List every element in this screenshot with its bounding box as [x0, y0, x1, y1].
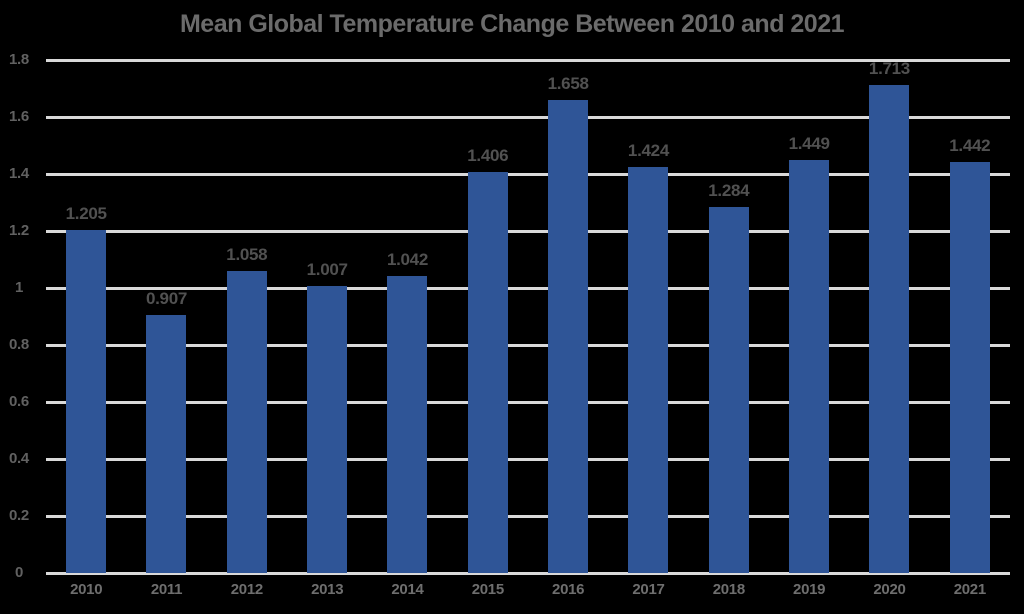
bar-value-label: 1.007 — [306, 260, 348, 280]
y-axis-tick-label: 0.6 — [9, 393, 29, 410]
x-axis-label: 2010 — [70, 581, 103, 598]
bar — [146, 314, 187, 573]
bar-slot: 1.406 — [448, 60, 528, 573]
bar — [467, 172, 508, 573]
y-axis-tick-labels: 0 0.2 0.4 0.6 0.8 1 1.2 1.4 1.6 1.8 — [0, 51, 38, 581]
x-axis-label: 2013 — [311, 581, 344, 598]
y-axis-tick-label: 0 — [14, 564, 24, 581]
y-axis-tick-label: 1.4 — [9, 165, 29, 182]
x-axis-label: 2018 — [712, 581, 745, 598]
x-axis-label: 2016 — [552, 581, 585, 598]
bar-value-label: 0.907 — [145, 288, 188, 308]
gridline — [46, 286, 1010, 290]
bar — [628, 167, 669, 573]
bar-value-label: 1.406 — [467, 146, 509, 166]
bar-value-label: 1.658 — [547, 74, 589, 94]
x-axis-label: 2017 — [632, 581, 665, 598]
y-axis-tick-label: 0.2 — [9, 507, 29, 524]
gridline — [46, 58, 1010, 62]
bar — [869, 84, 910, 573]
gridline — [46, 400, 1010, 404]
x-axis-label: 2015 — [471, 581, 504, 598]
bar-value-label: 1.442 — [949, 136, 991, 156]
x-axis-label: 2019 — [793, 581, 826, 598]
bar-slot: 1.007 — [287, 60, 367, 573]
gridline — [46, 571, 1010, 575]
bar-value-label: 1.713 — [868, 58, 910, 78]
gridline — [46, 514, 1010, 518]
y-axis-tick-label: 1.2 — [9, 222, 29, 239]
bar — [548, 100, 589, 573]
bar-value-label: 1.284 — [708, 181, 750, 201]
bar-value-label: 1.424 — [627, 141, 669, 161]
bar — [226, 271, 267, 573]
gridline — [46, 343, 1010, 347]
bar-slot: 1.042 — [367, 60, 447, 573]
bar — [708, 207, 749, 573]
bar — [949, 162, 990, 573]
y-axis-tick-label: 1 — [14, 279, 24, 296]
bar-slot: 1.424 — [608, 60, 688, 573]
bar — [387, 276, 428, 573]
y-axis-tick-label: 0.8 — [9, 336, 29, 353]
bar-slot: 1.284 — [689, 60, 769, 573]
gridline — [46, 229, 1010, 233]
x-axis-label: 2020 — [873, 581, 906, 598]
gridline — [46, 172, 1010, 176]
y-axis-tick-label: 1.6 — [9, 108, 29, 125]
bar-slot: 1.658 — [528, 60, 608, 573]
bar-slot: 1.713 — [849, 58, 929, 573]
x-axis-label: 2014 — [391, 581, 424, 598]
plot-area: 1.205 0.907 1.058 1.007 1.042 1.406 1.658 1.424… — [46, 58, 1010, 575]
gridline — [46, 457, 1010, 461]
bar — [307, 286, 348, 573]
bar-value-label: 1.449 — [788, 134, 830, 154]
bar-slot: 1.058 — [207, 60, 287, 573]
x-axis-label: 2011 — [150, 581, 183, 598]
bar-value-label: 1.042 — [386, 250, 428, 270]
bar-slot: 1.449 — [769, 60, 849, 573]
bar-value-label: 1.205 — [65, 203, 107, 223]
gridline — [46, 115, 1010, 119]
bar-slot: 0.907 — [126, 60, 206, 573]
chart-title: Mean Global Temperature Change Between 2… — [179, 10, 845, 38]
bar — [789, 160, 830, 573]
bar — [66, 229, 107, 573]
x-axis-label: 2012 — [230, 581, 263, 598]
y-axis-tick-label: 1.8 — [9, 51, 29, 68]
bar-slot: 1.442 — [930, 60, 1010, 573]
y-axis-tick-label: 0.4 — [9, 450, 29, 467]
bar-value-label: 1.058 — [226, 245, 268, 265]
x-axis-label: 2021 — [953, 581, 986, 598]
x-axis-labels: 2010 2011 2012 2013 2014 2015 2016 2017 2018 2019… — [46, 581, 1010, 599]
bar-slot: 1.205 — [46, 60, 126, 573]
